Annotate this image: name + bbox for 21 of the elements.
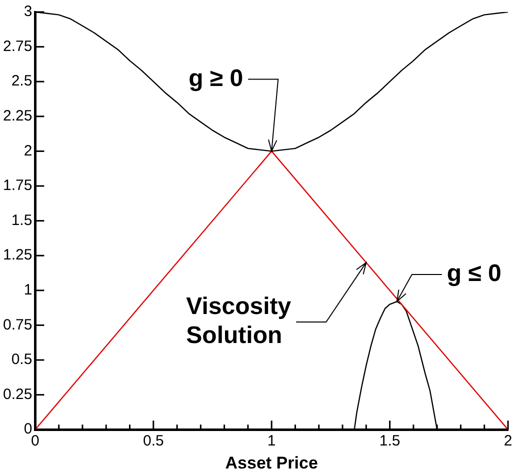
x-tick-label: 1 bbox=[267, 432, 276, 450]
y-tick-label: 0.5 bbox=[11, 351, 32, 368]
y-tick-label: 2 bbox=[24, 142, 32, 160]
annotation: g ≤ 0 bbox=[446, 260, 502, 288]
y-tick-label: 0 bbox=[24, 420, 32, 438]
y-tick-label: 2.75 bbox=[2, 38, 32, 55]
x-tick-label: 1.5 bbox=[379, 432, 400, 450]
annotation: Viscosity Solution bbox=[186, 293, 292, 350]
x-axis-title: Asset Price bbox=[225, 453, 318, 472]
y-tick-label: 1.75 bbox=[2, 177, 32, 194]
y-tick-label: 0.75 bbox=[2, 316, 32, 334]
y-tick-label: 2.25 bbox=[2, 108, 32, 125]
y-tick-label: 3 bbox=[24, 3, 32, 20]
x-tick-label: 2 bbox=[504, 432, 512, 450]
y-tick-label: 1.25 bbox=[2, 246, 32, 264]
annotation: g ≥ 0 bbox=[188, 64, 244, 92]
y-tick-label: 1 bbox=[24, 282, 32, 299]
y-tick-label: 1.5 bbox=[11, 212, 32, 229]
y-tick-label: 2.5 bbox=[11, 72, 32, 90]
y-tick-label: 0.25 bbox=[2, 386, 32, 403]
x-tick-label: 0.5 bbox=[142, 432, 164, 450]
